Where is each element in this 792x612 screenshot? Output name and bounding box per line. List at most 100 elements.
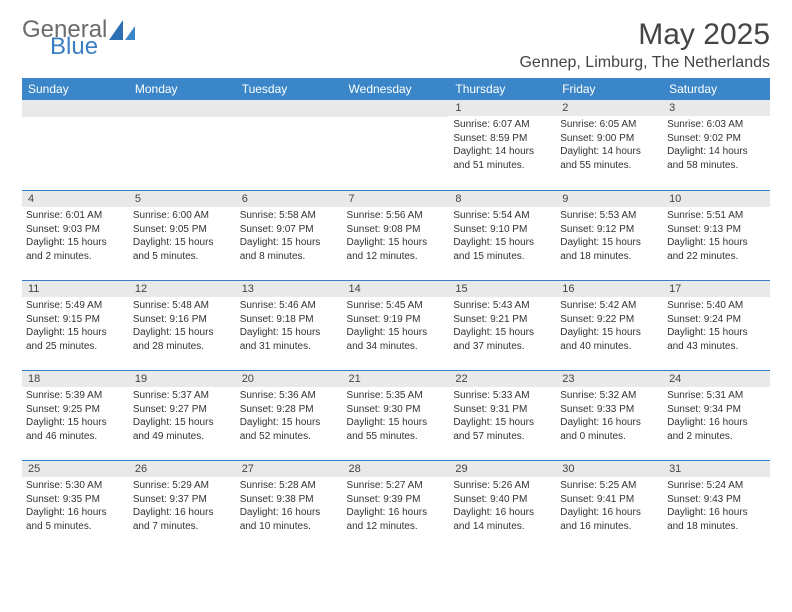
sunset-text: Sunset: 9:40 PM [453, 493, 552, 507]
month-title: May 2025 [519, 18, 770, 52]
daylight-text: Daylight: 16 hours and 2 minutes. [667, 416, 766, 443]
daylight-text: Daylight: 15 hours and 28 minutes. [133, 326, 232, 353]
daylight-text: Daylight: 15 hours and 52 minutes. [240, 416, 339, 443]
sunrise-text: Sunrise: 5:48 AM [133, 299, 232, 313]
sunset-text: Sunset: 9:27 PM [133, 403, 232, 417]
day-cell: 22Sunrise: 5:33 AMSunset: 9:31 PMDayligh… [449, 370, 556, 460]
day-details: Sunrise: 5:28 AMSunset: 9:38 PMDaylight:… [236, 477, 343, 537]
day-number: 31 [663, 461, 770, 477]
day-cell: 6Sunrise: 5:58 AMSunset: 9:07 PMDaylight… [236, 190, 343, 280]
logo-sail-icon [107, 18, 137, 42]
sunset-text: Sunset: 9:22 PM [560, 313, 659, 327]
calendar-cell: 14Sunrise: 5:45 AMSunset: 9:19 PMDayligh… [343, 280, 450, 370]
day-number: 15 [449, 281, 556, 297]
day-number: 17 [663, 281, 770, 297]
sunrise-text: Sunrise: 5:28 AM [240, 479, 339, 493]
calendar-cell [129, 100, 236, 190]
day-details: Sunrise: 6:07 AMSunset: 8:59 PMDaylight:… [449, 116, 556, 176]
location-text: Gennep, Limburg, The Netherlands [519, 54, 770, 72]
day-number: 25 [22, 461, 129, 477]
page-header: General Blue May 2025 Gennep, Limburg, T… [22, 18, 770, 72]
day-cell: 2Sunrise: 6:05 AMSunset: 9:00 PMDaylight… [556, 100, 663, 190]
sunset-text: Sunset: 9:15 PM [26, 313, 125, 327]
sunrise-text: Sunrise: 5:37 AM [133, 389, 232, 403]
sunset-text: Sunset: 9:43 PM [667, 493, 766, 507]
sunrise-text: Sunrise: 5:33 AM [453, 389, 552, 403]
day-details: Sunrise: 6:03 AMSunset: 9:02 PMDaylight:… [663, 116, 770, 176]
sunrise-text: Sunrise: 5:39 AM [26, 389, 125, 403]
sunrise-text: Sunrise: 6:03 AM [667, 118, 766, 132]
day-cell: 25Sunrise: 5:30 AMSunset: 9:35 PMDayligh… [22, 460, 129, 550]
day-cell [343, 100, 450, 190]
sunset-text: Sunset: 9:38 PM [240, 493, 339, 507]
calendar-cell: 30Sunrise: 5:25 AMSunset: 9:41 PMDayligh… [556, 460, 663, 550]
sunrise-text: Sunrise: 5:24 AM [667, 479, 766, 493]
sunset-text: Sunset: 9:08 PM [347, 223, 446, 237]
day-details: Sunrise: 5:51 AMSunset: 9:13 PMDaylight:… [663, 207, 770, 267]
day-details: Sunrise: 5:39 AMSunset: 9:25 PMDaylight:… [22, 387, 129, 447]
day-details: Sunrise: 5:43 AMSunset: 9:21 PMDaylight:… [449, 297, 556, 357]
sunset-text: Sunset: 9:13 PM [667, 223, 766, 237]
day-details: Sunrise: 5:26 AMSunset: 9:40 PMDaylight:… [449, 477, 556, 537]
daylight-text: Daylight: 16 hours and 10 minutes. [240, 506, 339, 533]
daylight-text: Daylight: 15 hours and 2 minutes. [26, 236, 125, 263]
calendar-cell: 7Sunrise: 5:56 AMSunset: 9:08 PMDaylight… [343, 190, 450, 280]
day-number: 26 [129, 461, 236, 477]
day-cell: 17Sunrise: 5:40 AMSunset: 9:24 PMDayligh… [663, 280, 770, 370]
sunrise-text: Sunrise: 5:40 AM [667, 299, 766, 313]
calendar-cell: 6Sunrise: 5:58 AMSunset: 9:07 PMDaylight… [236, 190, 343, 280]
weekday-header: Tuesday [236, 78, 343, 100]
sunset-text: Sunset: 9:30 PM [347, 403, 446, 417]
sunrise-text: Sunrise: 5:32 AM [560, 389, 659, 403]
title-block: May 2025 Gennep, Limburg, The Netherland… [519, 18, 770, 72]
sunset-text: Sunset: 9:25 PM [26, 403, 125, 417]
day-details: Sunrise: 5:42 AMSunset: 9:22 PMDaylight:… [556, 297, 663, 357]
day-number: 16 [556, 281, 663, 297]
sunset-text: Sunset: 9:19 PM [347, 313, 446, 327]
sunset-text: Sunset: 9:03 PM [26, 223, 125, 237]
sunrise-text: Sunrise: 5:30 AM [26, 479, 125, 493]
calendar-cell: 27Sunrise: 5:28 AMSunset: 9:38 PMDayligh… [236, 460, 343, 550]
daylight-text: Daylight: 16 hours and 0 minutes. [560, 416, 659, 443]
sunset-text: Sunset: 9:28 PM [240, 403, 339, 417]
sunset-text: Sunset: 9:33 PM [560, 403, 659, 417]
day-cell: 9Sunrise: 5:53 AMSunset: 9:12 PMDaylight… [556, 190, 663, 280]
sunrise-text: Sunrise: 5:29 AM [133, 479, 232, 493]
day-cell [236, 100, 343, 190]
daylight-text: Daylight: 15 hours and 22 minutes. [667, 236, 766, 263]
day-number: 28 [343, 461, 450, 477]
sunset-text: Sunset: 9:34 PM [667, 403, 766, 417]
sunrise-text: Sunrise: 5:49 AM [26, 299, 125, 313]
calendar-cell: 13Sunrise: 5:46 AMSunset: 9:18 PMDayligh… [236, 280, 343, 370]
calendar-cell: 19Sunrise: 5:37 AMSunset: 9:27 PMDayligh… [129, 370, 236, 460]
calendar-cell: 9Sunrise: 5:53 AMSunset: 9:12 PMDaylight… [556, 190, 663, 280]
day-cell [129, 100, 236, 190]
sunset-text: Sunset: 9:21 PM [453, 313, 552, 327]
daylight-text: Daylight: 15 hours and 8 minutes. [240, 236, 339, 263]
day-cell: 5Sunrise: 6:00 AMSunset: 9:05 PMDaylight… [129, 190, 236, 280]
sunrise-text: Sunrise: 5:45 AM [347, 299, 446, 313]
day-cell: 26Sunrise: 5:29 AMSunset: 9:37 PMDayligh… [129, 460, 236, 550]
sunset-text: Sunset: 9:18 PM [240, 313, 339, 327]
daylight-text: Daylight: 15 hours and 43 minutes. [667, 326, 766, 353]
weekday-header: Sunday [22, 78, 129, 100]
day-number: 30 [556, 461, 663, 477]
sunrise-text: Sunrise: 5:36 AM [240, 389, 339, 403]
daylight-text: Daylight: 15 hours and 15 minutes. [453, 236, 552, 263]
day-details: Sunrise: 6:01 AMSunset: 9:03 PMDaylight:… [22, 207, 129, 267]
calendar-row: 1Sunrise: 6:07 AMSunset: 8:59 PMDaylight… [22, 100, 770, 190]
sunrise-text: Sunrise: 5:56 AM [347, 209, 446, 223]
daylight-text: Daylight: 16 hours and 14 minutes. [453, 506, 552, 533]
calendar-cell: 2Sunrise: 6:05 AMSunset: 9:00 PMDaylight… [556, 100, 663, 190]
day-details: Sunrise: 5:35 AMSunset: 9:30 PMDaylight:… [343, 387, 450, 447]
day-details: Sunrise: 5:58 AMSunset: 9:07 PMDaylight:… [236, 207, 343, 267]
calendar-cell: 8Sunrise: 5:54 AMSunset: 9:10 PMDaylight… [449, 190, 556, 280]
calendar-cell: 5Sunrise: 6:00 AMSunset: 9:05 PMDaylight… [129, 190, 236, 280]
calendar-cell: 3Sunrise: 6:03 AMSunset: 9:02 PMDaylight… [663, 100, 770, 190]
day-number: 4 [22, 191, 129, 207]
day-details: Sunrise: 5:46 AMSunset: 9:18 PMDaylight:… [236, 297, 343, 357]
day-details: Sunrise: 5:25 AMSunset: 9:41 PMDaylight:… [556, 477, 663, 537]
day-details: Sunrise: 5:56 AMSunset: 9:08 PMDaylight:… [343, 207, 450, 267]
weekday-header: Monday [129, 78, 236, 100]
day-number: 14 [343, 281, 450, 297]
